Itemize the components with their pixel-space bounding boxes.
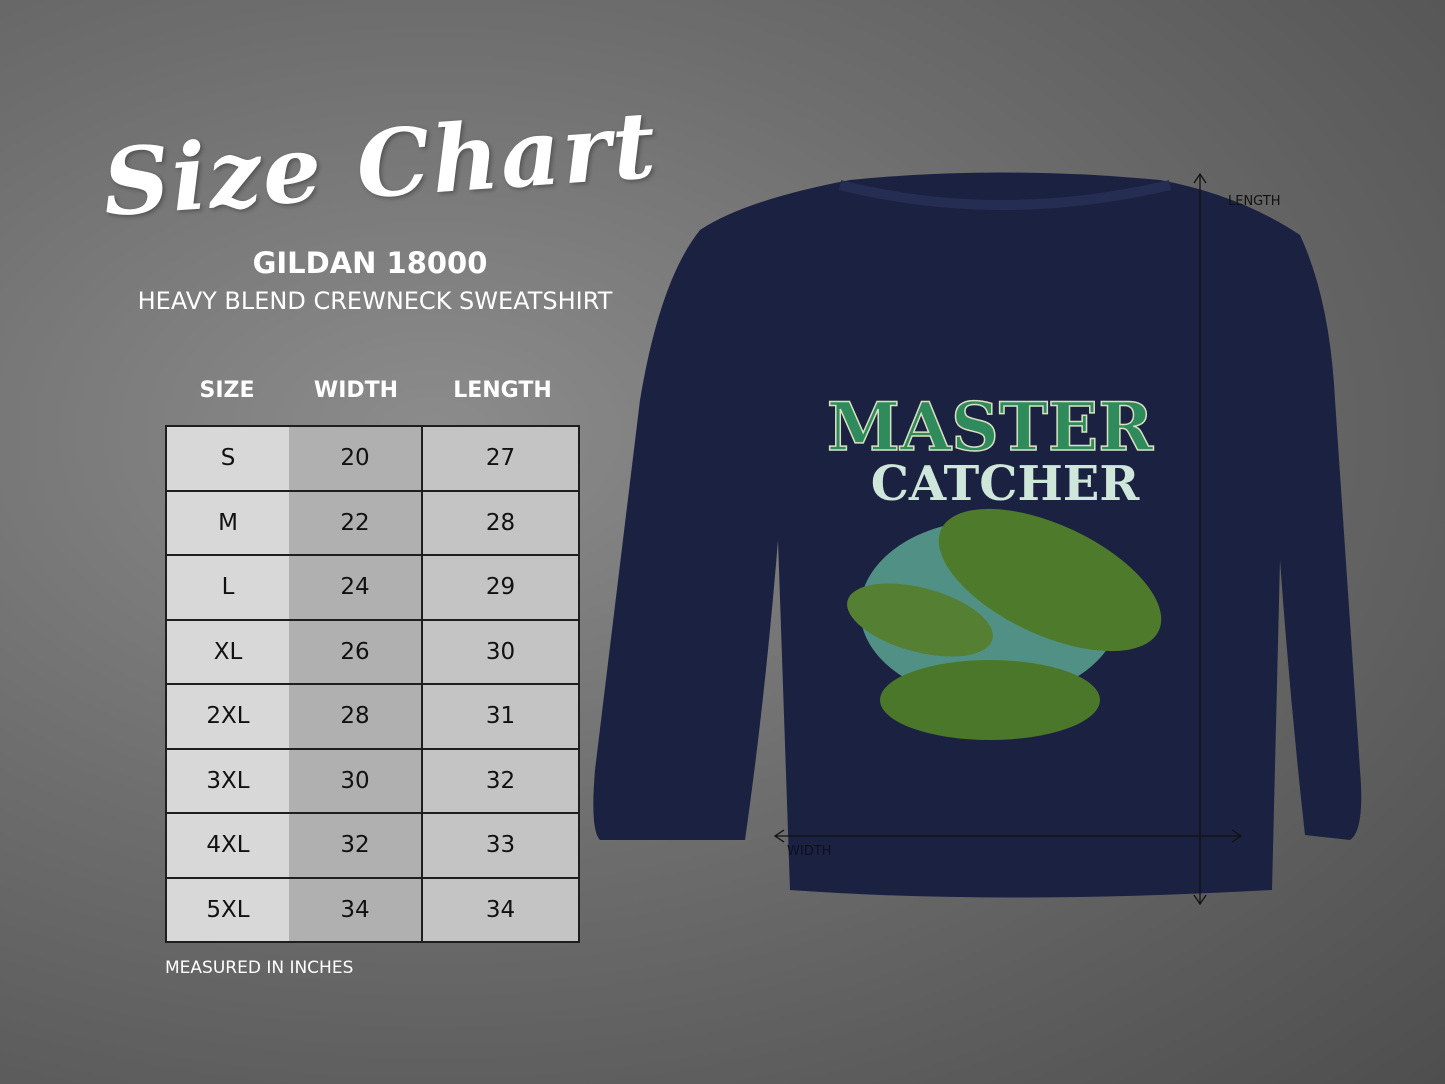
- length-arrow: [1193, 172, 1207, 906]
- width-cell: 32: [289, 812, 423, 879]
- collar: [838, 180, 1172, 210]
- design-text-master: MASTER: [827, 388, 1154, 466]
- size-cell: 5XL: [165, 876, 289, 943]
- measurement-note: MEASURED IN INCHES: [165, 958, 354, 978]
- length-cell: 34: [421, 876, 580, 943]
- column-header-length: LENGTH: [453, 378, 552, 403]
- fish-bottom: [880, 660, 1100, 740]
- length-cell: 32: [421, 747, 580, 814]
- length-cell: 28: [421, 489, 580, 556]
- width-cell: 24: [289, 554, 423, 621]
- table-row: M 22 28: [165, 489, 580, 556]
- size-cell: 2XL: [165, 683, 289, 750]
- table-row: 2XL 28 31: [165, 683, 580, 750]
- fish-large: [938, 508, 1162, 652]
- table-row: 4XL 32 33: [165, 812, 580, 879]
- size-cell: XL: [165, 618, 289, 685]
- design-text-catcher: CATCHER: [871, 456, 1141, 512]
- table-row: L 24 29: [165, 554, 580, 621]
- width-cell: 30: [289, 747, 423, 814]
- length-cell: 27: [421, 425, 580, 492]
- table-row: S 20 27: [165, 425, 580, 492]
- width-cell: 34: [289, 876, 423, 943]
- width-label: WIDTH: [787, 844, 832, 859]
- size-cell: M: [165, 489, 289, 556]
- brand-model: GILDAN 18000: [252, 246, 488, 280]
- width-cell: 26: [289, 618, 423, 685]
- table-row: 5XL 34 34: [165, 876, 580, 943]
- fish-small: [847, 583, 993, 657]
- size-cell: S: [165, 425, 289, 492]
- size-cell: 4XL: [165, 812, 289, 879]
- size-cell: L: [165, 554, 289, 621]
- table-row: 3XL 30 32: [165, 747, 580, 814]
- width-arrow: [773, 829, 1243, 843]
- width-cell: 22: [289, 489, 423, 556]
- product-subtitle: HEAVY BLEND CREWNECK SWEATSHIRT: [137, 287, 613, 315]
- column-header-size: SIZE: [199, 378, 255, 403]
- length-cell: 31: [421, 683, 580, 750]
- size-table: S 20 27 M 22 28 L 24 29 XL 26 30 2XL 28 31 3XL 30 32 4XL 32…: [165, 425, 580, 943]
- length-label: LENGTH: [1228, 194, 1281, 209]
- length-cell: 30: [421, 618, 580, 685]
- length-cell: 33: [421, 812, 580, 879]
- column-header-width: WIDTH: [313, 378, 399, 403]
- length-cell: 29: [421, 554, 580, 621]
- width-cell: 20: [289, 425, 423, 492]
- width-cell: 28: [289, 683, 423, 750]
- size-cell: 3XL: [165, 747, 289, 814]
- table-row: XL 26 30: [165, 618, 580, 685]
